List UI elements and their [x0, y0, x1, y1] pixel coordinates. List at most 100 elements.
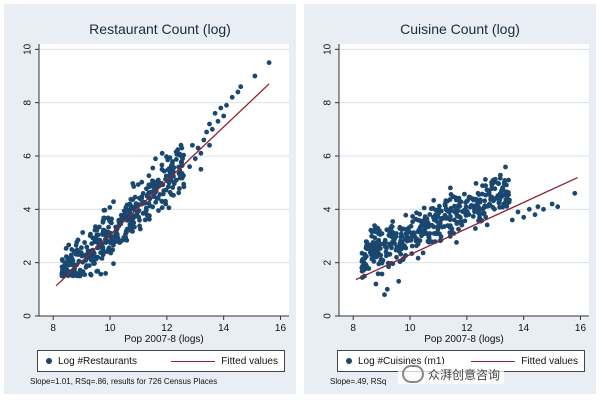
data-point — [111, 234, 117, 240]
data-point — [155, 177, 161, 183]
data-point — [382, 292, 387, 298]
data-point — [224, 102, 229, 108]
data-point — [198, 150, 204, 156]
data-point — [177, 175, 183, 181]
data-point — [187, 164, 193, 170]
data-point — [153, 199, 159, 205]
legend-scatter-label: Log #Cuisines (m1) — [358, 355, 445, 367]
data-point — [111, 199, 116, 205]
data-point — [150, 204, 156, 210]
data-point — [178, 142, 184, 148]
legend-line-label: Fitted values — [221, 355, 278, 367]
fit-line-icon — [171, 360, 216, 362]
data-point — [406, 235, 412, 241]
data-point — [434, 231, 439, 237]
data-point — [373, 281, 379, 287]
legend-item-line: Fitted values — [471, 356, 578, 367]
data-point — [154, 195, 160, 201]
data-point — [101, 215, 107, 221]
data-point — [76, 249, 82, 255]
data-point — [417, 218, 423, 224]
data-point — [157, 192, 163, 197]
data-point — [136, 214, 142, 220]
chart-title: Cuisine Count (log) — [400, 21, 520, 37]
data-point — [375, 271, 381, 277]
data-point — [491, 179, 497, 185]
data-point — [372, 243, 378, 249]
data-point — [65, 255, 70, 261]
data-point — [159, 150, 165, 156]
data-point — [176, 190, 182, 196]
data-point — [90, 259, 96, 265]
data-point — [105, 239, 111, 244]
data-point — [464, 209, 470, 215]
data-point — [146, 173, 152, 179]
data-point — [159, 198, 165, 204]
wechat-icon — [402, 365, 424, 383]
data-point — [462, 218, 468, 224]
data-point — [448, 207, 453, 213]
data-point — [174, 152, 180, 157]
data-point — [137, 223, 143, 229]
data-point — [496, 200, 502, 206]
data-point — [130, 181, 136, 186]
data-point — [235, 89, 241, 95]
data-point — [366, 243, 372, 248]
data-point — [500, 187, 506, 192]
restaurant-scatter-plot: 0 2 4 6 8 10 8 10 12 14 16 Restaurant Count (log) Po… — [23, 21, 289, 344]
data-point — [147, 216, 152, 222]
data-point — [375, 225, 381, 231]
data-point — [123, 204, 129, 210]
data-point — [455, 219, 461, 225]
data-point — [492, 206, 497, 212]
data-point — [90, 251, 96, 257]
data-point — [515, 209, 521, 215]
data-point — [445, 198, 450, 204]
data-point — [98, 271, 104, 277]
data-point — [166, 205, 172, 211]
scatter-marker-icon — [46, 358, 52, 364]
legend-scatter-label: Log #Restaurants — [58, 355, 137, 367]
data-point — [459, 222, 465, 228]
data-point — [218, 105, 224, 111]
data-point — [150, 178, 155, 184]
data-point — [103, 271, 108, 276]
data-point — [426, 235, 432, 241]
y-tick-label: 4 — [23, 206, 34, 212]
data-point — [201, 137, 207, 143]
data-point — [108, 250, 114, 256]
data-point — [424, 231, 429, 237]
data-point — [535, 204, 541, 210]
data-point — [73, 242, 79, 248]
data-point — [377, 232, 383, 238]
data-point — [165, 167, 171, 173]
data-point — [429, 239, 434, 245]
data-point — [483, 214, 489, 220]
x-tick-label: 12 — [161, 323, 173, 334]
fit-line-icon — [471, 360, 516, 362]
x-tick-label: 16 — [275, 323, 287, 334]
data-point — [433, 207, 439, 213]
legend-item-line: Fitted values — [171, 356, 278, 367]
data-point — [159, 162, 165, 168]
data-point — [480, 206, 486, 212]
data-point — [361, 267, 366, 273]
y-tick-label: 0 — [23, 313, 34, 319]
data-point — [389, 223, 394, 229]
data-point — [70, 262, 76, 268]
data-point — [415, 255, 421, 261]
data-point — [469, 203, 474, 208]
data-point — [173, 157, 179, 162]
data-point — [451, 217, 457, 223]
data-point — [111, 242, 116, 248]
data-point — [462, 191, 467, 197]
data-point — [403, 212, 409, 218]
data-point — [457, 203, 463, 209]
data-point — [130, 197, 136, 203]
fitted-line — [355, 176, 578, 281]
data-point — [502, 178, 508, 183]
data-point — [79, 245, 84, 251]
data-point — [503, 197, 509, 203]
data-point — [411, 230, 417, 236]
data-point — [209, 126, 215, 132]
